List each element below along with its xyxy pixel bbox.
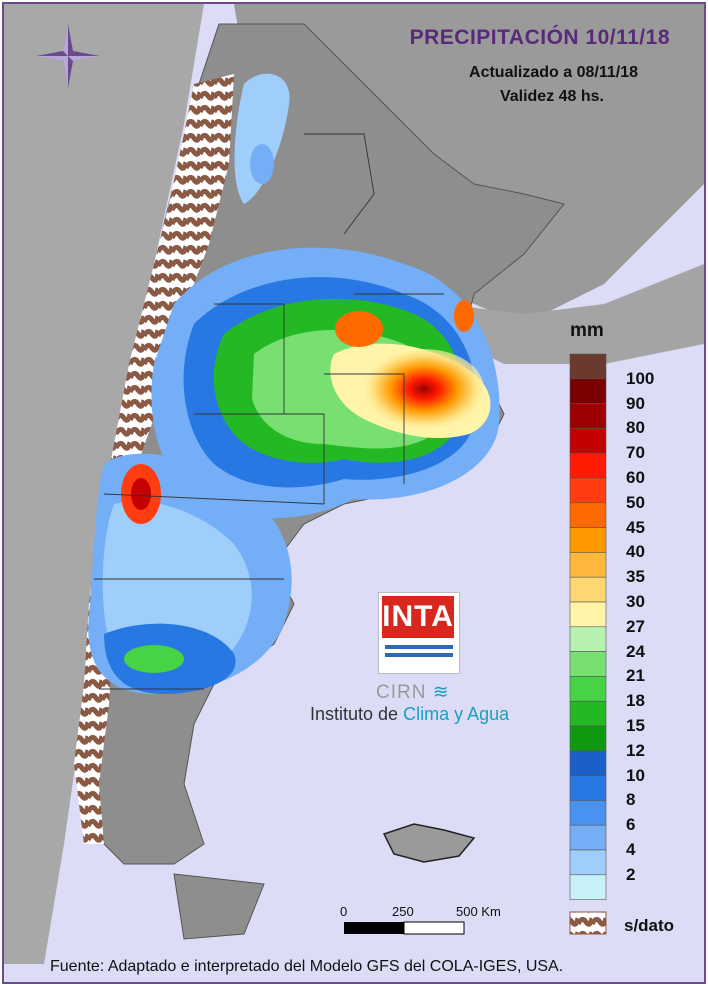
tierra-del-fuego	[173, 873, 265, 940]
legend-swatch	[569, 775, 607, 801]
legend-label: 24	[626, 641, 645, 661]
legend-label: 30	[626, 592, 645, 611]
legend-label: 40	[626, 542, 645, 562]
legend-swatch	[569, 403, 607, 429]
inta-logo-word: INTA	[382, 596, 454, 638]
precipitation-field	[88, 73, 500, 694]
legend-label: 80	[626, 418, 645, 438]
scale-label-500: 500 Km	[456, 904, 501, 919]
legend-label: 60	[626, 468, 645, 487]
legend-label: 45	[626, 517, 645, 537]
legend-label: 6	[626, 815, 636, 835]
legend-swatch	[569, 700, 607, 727]
legend-swatch	[569, 601, 607, 628]
map-canvas	[4, 4, 704, 964]
no-data-swatch	[569, 911, 607, 935]
province-boundaries	[94, 133, 444, 690]
legend-label: 2	[626, 864, 636, 884]
legend-swatch	[569, 428, 607, 454]
legend-swatch	[569, 552, 607, 578]
legend-label: 27	[626, 616, 645, 636]
legend-swatch	[569, 452, 607, 479]
legend-unit: mm	[570, 320, 604, 341]
legend-swatch	[569, 477, 607, 504]
legend-swatch	[569, 800, 607, 826]
scale-label-250: 250	[392, 904, 414, 919]
cirn-label: CIRN ≋	[376, 682, 450, 703]
scale-bar	[344, 921, 465, 935]
legend-label: 50	[626, 492, 645, 512]
wave-icon: ≋	[432, 682, 450, 703]
malvinas-islands	[382, 823, 476, 863]
legend-label: 18	[626, 691, 645, 711]
legend-swatch	[569, 676, 607, 702]
legend-label: 70	[626, 443, 645, 463]
legend-swatch	[569, 725, 607, 752]
legend-swatch	[569, 824, 607, 851]
legend-label: 35	[626, 567, 645, 587]
legend-swatch	[569, 750, 607, 776]
legend-label: 100	[626, 368, 655, 388]
legend-label: 10	[626, 765, 645, 785]
legend-label: 90	[626, 393, 645, 413]
legend-swatch	[569, 576, 607, 603]
legend-label: 15	[626, 716, 645, 735]
legend-color-bar	[569, 353, 607, 900]
legend-swatch	[569, 378, 607, 404]
legend-swatch	[569, 849, 607, 876]
map-title: PRECIPITACIÓN 10/11/18	[409, 26, 670, 49]
legend-label: 8	[626, 790, 636, 810]
legend-label: 4	[626, 840, 636, 859]
legend-swatch	[569, 353, 607, 380]
scale-label-0: 0	[340, 904, 348, 919]
source-footer: Fuente: Adaptado e interpretado del Mode…	[50, 958, 564, 975]
validity-label: Validez 48 hs.	[499, 88, 604, 105]
compass-rose-icon	[36, 24, 100, 88]
legend-label: 21	[626, 666, 645, 686]
updated-date: Actualizado a 08/11/18	[469, 64, 638, 81]
legend-swatch	[569, 651, 607, 677]
institute-name: Instituto de Clima y Agua	[310, 704, 510, 724]
no-data-label: s/dato	[624, 916, 675, 935]
legend-swatch	[569, 527, 607, 553]
legend-swatch	[569, 502, 607, 528]
legend-swatch	[569, 626, 607, 652]
legend-label: 12	[626, 740, 645, 760]
no-data-andes	[74, 74, 234, 844]
legend-swatch	[569, 874, 607, 900]
